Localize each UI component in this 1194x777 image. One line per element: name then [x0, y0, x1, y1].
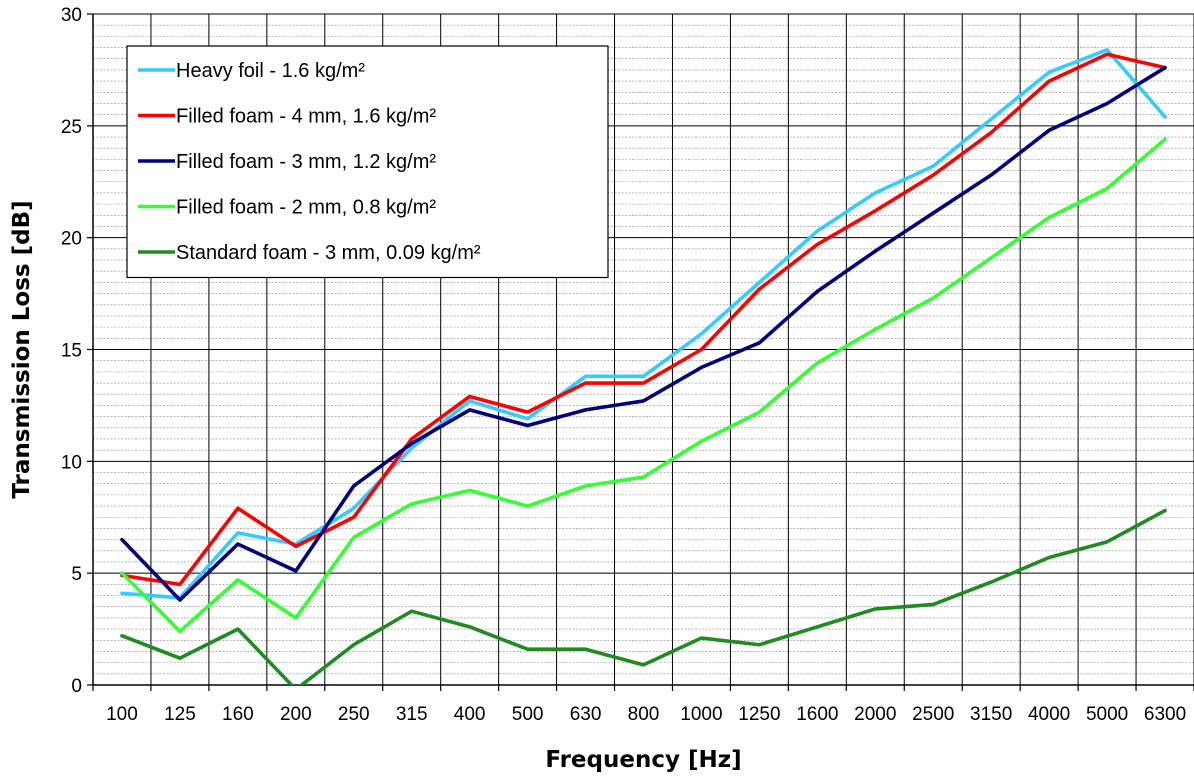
x-tick-label: 315 [396, 704, 428, 725]
legend: Heavy foil - 1.6 kg/m² Filled foam - 4 mm… [126, 45, 609, 279]
y-tick-label: 15 [61, 341, 82, 362]
y-tick-label: 0 [71, 676, 82, 697]
y-tick-label: 20 [61, 229, 82, 250]
legend-label-2: Filled foam - 4 mm, 1.6 kg/m² [176, 106, 436, 128]
y-tick-label: 30 [61, 5, 82, 26]
axes: 0 5 10 15 20 25 30 100 125 160 200 250 315 400 500 630 8… [61, 5, 1194, 725]
x-tick-label: 400 [454, 704, 486, 725]
x-tick-label: 1000 [680, 704, 722, 725]
x-tick-label: 500 [512, 704, 544, 725]
series-line-2 [120, 52, 1167, 587]
legend-label-1: Heavy foil - 1.6 kg/m² [176, 60, 365, 82]
legend-box [126, 45, 609, 279]
x-tick-label: 1600 [796, 704, 838, 725]
x-tick-label: 630 [570, 704, 602, 725]
x-tick-label: 250 [338, 704, 370, 725]
x-tick-label: 2000 [854, 704, 896, 725]
y-axis-title: Transmission Loss [dB] [9, 200, 35, 498]
x-tick-label: 125 [164, 704, 196, 725]
x-tick-label: 800 [628, 704, 660, 725]
x-tick-label: 5000 [1086, 704, 1128, 725]
x-tick-label: 160 [222, 704, 254, 725]
x-tick-label: 3150 [970, 704, 1012, 725]
series-line-5 [120, 508, 1167, 685]
x-tick-label: 200 [280, 704, 312, 725]
series-line-1 [120, 47, 1167, 600]
y-tick-label: 5 [71, 564, 82, 585]
legend-label-4: Filled foam - 2 mm, 0.8 kg/m² [176, 197, 436, 219]
y-tick-label: 10 [61, 452, 82, 473]
x-axis-title: Frequency [Hz] [545, 747, 741, 773]
series-line-4 [120, 137, 1167, 634]
x-tick-label: 100 [106, 704, 138, 725]
legend-label-3: Filled foam - 3 mm, 1.2 kg/m² [176, 151, 436, 173]
series-line-3 [120, 65, 1167, 602]
x-tick-label: 6300 [1144, 704, 1186, 725]
x-tick-label: 1250 [738, 704, 780, 725]
series-lines [120, 47, 1167, 685]
x-tick-label: 4000 [1028, 704, 1070, 725]
x-tick-label: 2500 [912, 704, 954, 725]
legend-label-5: Standard foam - 3 mm, 0.09 kg/m² [176, 242, 481, 264]
y-tick-label: 25 [61, 117, 82, 138]
